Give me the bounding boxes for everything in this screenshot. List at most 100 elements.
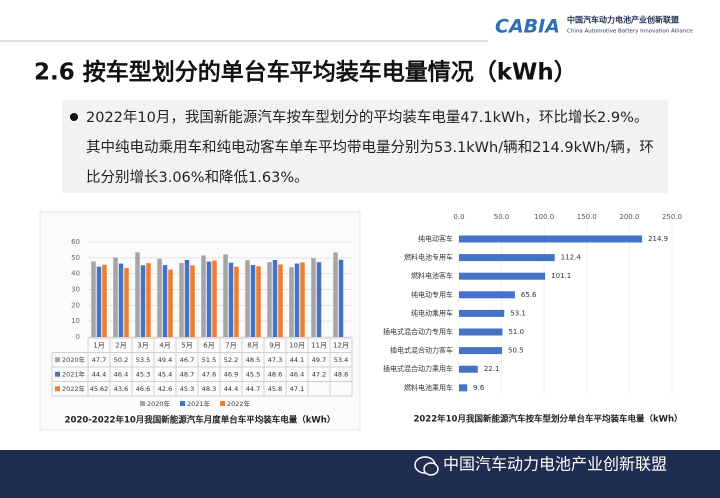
table-cell: 46.4 (290, 370, 304, 378)
wechat-icon-2 (423, 462, 439, 476)
x-tick-label: 50.0 (494, 213, 510, 221)
bar (459, 384, 468, 392)
y-tick-label: 50 (71, 254, 80, 262)
value-label: 101.1 (551, 272, 571, 280)
bar (289, 267, 294, 337)
value-label: 214.9 (648, 235, 668, 243)
x-tick-label: 100.0 (534, 213, 554, 221)
bar (459, 309, 505, 317)
table-row-label: 2020年 (62, 355, 86, 364)
table-cell: 46.6 (136, 385, 150, 393)
bar (459, 328, 503, 336)
category-label: 插电式混合动力客车 (390, 346, 453, 355)
table-cell: 42.6 (158, 385, 172, 393)
x-tick-label: 6月 (203, 341, 214, 349)
table-cell: 44.1 (290, 356, 304, 364)
x-tick-label: 4月 (159, 341, 170, 349)
bar (333, 252, 338, 337)
x-tick-label: 3月 (137, 341, 148, 349)
x-tick-label: 10月 (289, 341, 305, 349)
bar (91, 261, 96, 337)
x-tick-label: 250.0 (662, 213, 682, 221)
table-cell: 48.7 (180, 370, 194, 378)
table-cell: 47.6 (202, 370, 216, 378)
bar (135, 252, 140, 337)
legend-label: 2022年 (227, 399, 251, 408)
value-label: 51.0 (508, 328, 524, 336)
bar (157, 258, 162, 337)
y-tick-label: 0 (76, 333, 80, 341)
table-key (55, 386, 60, 392)
legend-label: 2021年 (187, 399, 211, 408)
bar (118, 263, 124, 337)
table-cell: 44.4 (224, 385, 238, 393)
table-cell: 46.9 (224, 370, 238, 378)
category-label: 插电式混合动力专用车 (383, 327, 453, 336)
category-label: 燃料电池专用车 (404, 253, 453, 262)
value-label: 112.4 (561, 254, 582, 262)
y-tick-label: 10 (71, 317, 80, 325)
category-label: 燃料电池乘用车 (404, 383, 453, 392)
bar (201, 255, 206, 337)
bullet-dot (70, 113, 78, 121)
footer-band (0, 450, 720, 498)
bullet-text: 2022年10月，我国新能源汽车按车型划分的平均装车电量47.1kWh，环比增长… (86, 110, 654, 186)
bar (228, 262, 234, 337)
bar (96, 266, 102, 337)
y-tick-label: 20 (71, 301, 80, 309)
y-tick-label: 30 (71, 286, 80, 294)
table-cell: 49.4 (158, 356, 172, 364)
bar (459, 272, 546, 280)
bar (234, 266, 239, 337)
chart-title: 2020-2022年10月我国新能源汽车月度单台车平均装车电量（kWh） (65, 415, 336, 426)
x-tick-label: 1月 (93, 341, 104, 349)
table-cell: 53.5 (136, 356, 150, 364)
table-cell: 47.1 (290, 385, 304, 393)
x-tick-label: 8月 (247, 341, 258, 349)
bar (190, 265, 195, 337)
value-label: 53.1 (510, 309, 526, 317)
table-cell: 48.6 (268, 370, 282, 378)
table-cell: 47.7 (92, 356, 106, 364)
table-cell: 53.4 (334, 356, 348, 364)
bar (278, 264, 283, 337)
table-row-label: 2021年 (62, 369, 86, 378)
table-cell: 45.5 (246, 370, 260, 378)
x-tick-label: 5月 (181, 341, 192, 349)
table-cell: 44.4 (92, 370, 106, 378)
bar (245, 260, 250, 337)
bar (250, 264, 256, 337)
x-tick-label: 12月 (333, 341, 349, 349)
bar (168, 269, 173, 337)
value-label: 65.6 (521, 291, 537, 299)
chart-title: 2022年10月我国新能源汽车按车型划分单台车平均装车电量（kWh） (413, 414, 682, 425)
x-tick-label: 9月 (269, 341, 280, 349)
bar (294, 263, 300, 337)
bar (124, 267, 129, 337)
category-label: 纯电动乘用车 (411, 308, 453, 317)
x-tick-label: 150.0 (577, 213, 597, 221)
value-label: 22.1 (484, 365, 500, 373)
table-cell: 49.7 (312, 356, 326, 364)
y-tick-label: 40 (71, 270, 80, 278)
x-tick-label: 11月 (311, 341, 327, 349)
bar (140, 265, 146, 337)
legend-key (140, 401, 145, 406)
org-cn: 中国汽车动力电池产业创新联盟 (567, 15, 679, 25)
table-cell: 48.3 (202, 385, 216, 393)
table-row-label: 2022年 (62, 384, 86, 393)
table-cell: 45.8 (268, 385, 282, 393)
bar (146, 263, 151, 337)
table-cell: 46.7 (180, 356, 194, 364)
table-cell: 47.3 (268, 356, 282, 364)
category-label: 纯电动专用车 (411, 290, 453, 299)
bar (300, 262, 305, 337)
bar (223, 254, 228, 337)
bar (459, 365, 478, 373)
bar (179, 263, 184, 337)
category-label: 燃料电池客车 (411, 271, 453, 280)
bullet-box: 2022年10月，我国新能源汽车按车型划分的平均装车电量47.1kWh，环比增长… (62, 100, 668, 193)
y-tick-label: 60 (71, 238, 80, 246)
